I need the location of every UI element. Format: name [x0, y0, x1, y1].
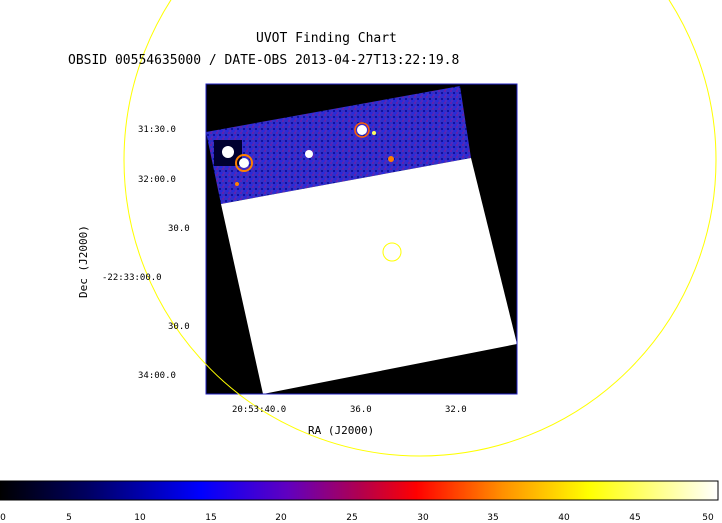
- colorbar-tick: 20: [275, 513, 287, 523]
- image-frame: [205, 83, 518, 395]
- bright-source: [239, 158, 249, 168]
- y-tick-label: 34:00.0: [138, 371, 176, 381]
- faint-source: [235, 182, 239, 186]
- x-tick-label: 36.0: [350, 405, 372, 415]
- large-error-circle: [123, 0, 717, 457]
- source-halo: [354, 122, 370, 138]
- colorbar-tick: 45: [629, 513, 641, 523]
- image-area: [206, 84, 517, 394]
- bright-source: [357, 125, 367, 135]
- colorbar-tick: 5: [66, 513, 72, 523]
- x-axis-label: RA (J2000): [308, 424, 375, 437]
- y-tick-label: 32:00.0: [138, 175, 176, 185]
- y-tick-label: -22:33:00.0: [102, 273, 162, 283]
- y-axis-label: Dec (J2000): [77, 225, 90, 298]
- colorbar-tick: 50: [702, 513, 714, 523]
- y-tick-label: 30.0: [168, 322, 190, 332]
- exposure-noise-region: [206, 86, 471, 204]
- x-tick-label: 20:53:40.0: [232, 405, 287, 415]
- colorbar-tick: 10: [134, 513, 146, 523]
- colorbar-tick: 30: [417, 513, 429, 523]
- colorbar-tick: 15: [205, 513, 217, 523]
- bright-source: [222, 146, 234, 158]
- colorbar-tick: 25: [346, 513, 358, 523]
- target-circle: [382, 242, 402, 262]
- y-tick-label: 30.0: [168, 224, 190, 234]
- x-tick-label: 32.0: [445, 405, 467, 415]
- y-tick-label: 31:30.0: [138, 125, 176, 135]
- faint-source: [388, 156, 394, 162]
- colorbar-tick: 40: [558, 513, 570, 523]
- source-halo: [235, 154, 253, 172]
- colorbar-tick: 0: [0, 513, 6, 523]
- colorbar: [0, 480, 719, 501]
- colorbar-tick: 35: [487, 513, 499, 523]
- chart-subtitle: OBSID 00554635000 / DATE-OBS 2013-04-27T…: [68, 53, 460, 68]
- saturated-region: [221, 158, 517, 394]
- faint-source: [372, 131, 376, 135]
- bright-source: [305, 150, 313, 158]
- chart-title: UVOT Finding Chart: [256, 31, 397, 46]
